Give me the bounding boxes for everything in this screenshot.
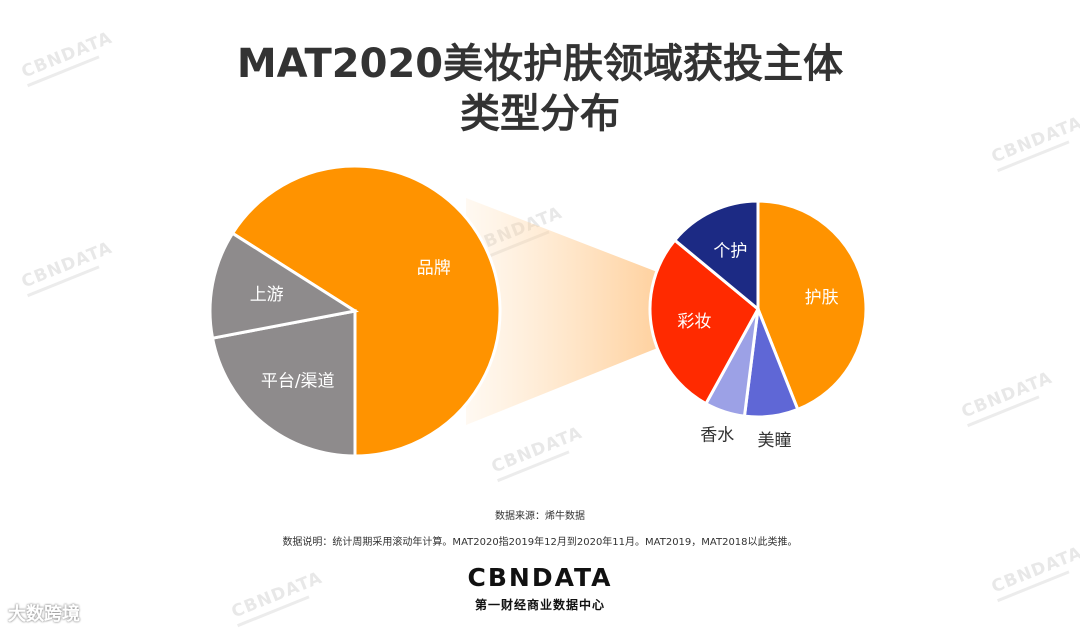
- corner-watermark: 大数跨境: [8, 604, 80, 625]
- pie-slice-个护: [672, 199, 760, 313]
- pie-slice-上游: [208, 231, 360, 340]
- slice-label: 彩妆: [677, 312, 711, 332]
- slice-label: 香水: [700, 426, 734, 446]
- slice-label: 上游: [250, 285, 284, 305]
- cbndata-logo: CBNDATA: [467, 563, 613, 592]
- pie-slice-护肤: [756, 199, 868, 412]
- pie-slice-平台/渠道: [210, 309, 357, 458]
- cbndata-subtitle: 第一财经商业数据中心: [474, 598, 605, 612]
- slice-label: 品牌: [417, 259, 451, 279]
- connector-band: [466, 198, 665, 425]
- source-note: 数据来源：烯牛数据: [495, 511, 585, 522]
- chart-title-line-1: MAT2020美妆护肤领域获投主体: [236, 41, 844, 87]
- slice-label: 平台/渠道: [261, 371, 335, 391]
- pie-slice-品牌: [230, 164, 502, 458]
- slice-label: 美瞳: [758, 431, 792, 451]
- description-note: 数据说明：统计周期采用滚动年计算。MAT2020指2019年12月到2020年1…: [282, 537, 798, 548]
- pie-slice-彩妆: [648, 238, 760, 406]
- slice-label: 个护: [713, 241, 747, 261]
- slice-label: 护肤: [805, 288, 839, 308]
- chart-title-line-2: 类型分布: [460, 91, 620, 137]
